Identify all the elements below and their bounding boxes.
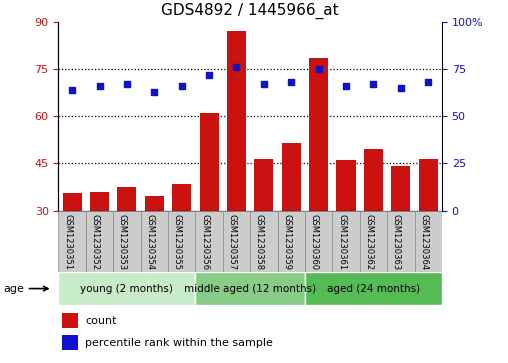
Bar [227, 31, 246, 211]
Bar [62, 313, 78, 328]
Bar [200, 113, 218, 211]
Bar [277, 211, 305, 272]
Text: GSM1230351: GSM1230351 [63, 213, 72, 270]
Bar [415, 211, 442, 272]
Bar [141, 211, 168, 272]
Text: middle aged (12 months): middle aged (12 months) [184, 284, 316, 294]
Text: count: count [85, 316, 117, 326]
Text: young (2 months): young (2 months) [80, 284, 173, 294]
Text: GSM1230363: GSM1230363 [392, 213, 401, 270]
Point [342, 83, 350, 89]
Point [260, 81, 268, 87]
Bar [364, 149, 383, 211]
Bar [255, 159, 273, 211]
Point [397, 85, 405, 91]
Text: GSM1230354: GSM1230354 [145, 213, 154, 270]
Point [205, 72, 213, 78]
Text: percentile rank within the sample: percentile rank within the sample [85, 338, 273, 347]
Bar [58, 211, 86, 272]
Point [68, 87, 76, 93]
Title: GDS4892 / 1445966_at: GDS4892 / 1445966_at [162, 3, 339, 19]
Bar [305, 211, 332, 272]
Point [96, 83, 104, 89]
Text: GSM1230362: GSM1230362 [364, 213, 373, 270]
Text: GSM1230353: GSM1230353 [118, 213, 127, 270]
Bar [387, 211, 415, 272]
Bar [62, 335, 78, 350]
Point [178, 83, 186, 89]
Bar [336, 160, 356, 211]
Bar [391, 167, 410, 211]
Text: GSM1230357: GSM1230357 [228, 213, 237, 270]
Text: GSM1230360: GSM1230360 [310, 213, 319, 270]
Text: GSM1230358: GSM1230358 [255, 213, 264, 270]
Point [123, 81, 131, 87]
Text: GSM1230352: GSM1230352 [90, 213, 100, 270]
Point [314, 66, 323, 72]
Point [424, 79, 432, 85]
Bar [250, 211, 277, 272]
Bar [58, 272, 196, 305]
Bar [305, 272, 442, 305]
Bar [282, 143, 301, 211]
Bar [196, 211, 223, 272]
Bar [223, 211, 250, 272]
Bar [172, 184, 192, 211]
Bar [168, 211, 196, 272]
Bar [419, 159, 438, 211]
Bar [332, 211, 360, 272]
Point [150, 89, 158, 94]
Bar [86, 211, 113, 272]
Bar [113, 211, 141, 272]
Text: GSM1230361: GSM1230361 [337, 213, 346, 270]
Text: GSM1230359: GSM1230359 [282, 213, 291, 270]
Text: GSM1230356: GSM1230356 [200, 213, 209, 270]
Bar [62, 193, 82, 211]
Text: aged (24 months): aged (24 months) [327, 284, 420, 294]
Text: age: age [3, 284, 48, 294]
Bar [360, 211, 387, 272]
Text: GSM1230355: GSM1230355 [173, 213, 182, 270]
Bar [309, 58, 328, 211]
Point [233, 64, 241, 70]
Point [287, 79, 295, 85]
Bar [196, 272, 305, 305]
Text: GSM1230364: GSM1230364 [419, 213, 428, 270]
Point [369, 81, 377, 87]
Bar [145, 196, 164, 211]
Bar [90, 192, 109, 211]
Bar [117, 187, 137, 211]
